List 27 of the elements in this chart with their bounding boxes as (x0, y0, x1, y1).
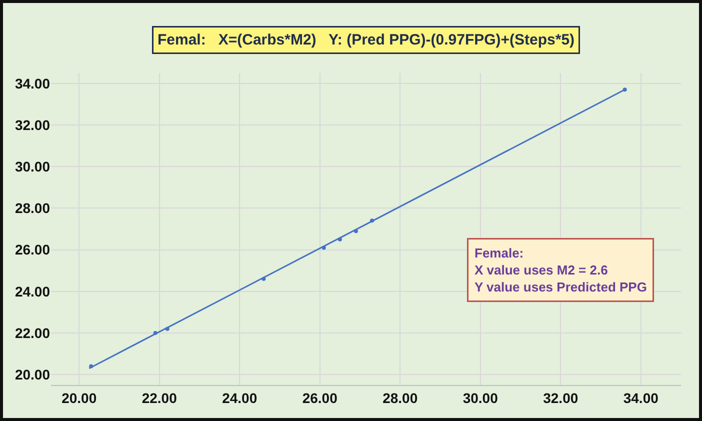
x-tick-label: 30.00 (462, 390, 498, 406)
annotation: Female: X value uses M2 = 2.6 Y value uses Predicted PPG (474, 246, 647, 294)
y-tick-label: 32.00 (14, 116, 50, 133)
x-tick-label: 20.00 (62, 390, 97, 406)
x-tick-label: 28.00 (382, 390, 418, 406)
x-tick-label: 24.00 (222, 390, 258, 406)
point (338, 237, 342, 242)
x-tick-label: 34.00 (623, 390, 659, 406)
y-tick-label: 22.00 (14, 324, 50, 341)
point (153, 331, 158, 335)
x-tick-label: 22.00 (142, 390, 178, 406)
point (322, 246, 326, 250)
y-tick-label: 34.00 (14, 75, 50, 92)
point (89, 364, 94, 368)
x-tick-label: 26.00 (302, 390, 338, 406)
y-tick-label: 24.00 (14, 283, 50, 300)
point (370, 218, 374, 223)
point (262, 276, 266, 281)
chart-title: Femal: X=(Carbs*M2) Y: (Pred PPG)-(0.97FPG)+(Steps*5) (158, 32, 575, 48)
y-tick-label: 28.00 (14, 200, 50, 216)
y-tick-label: 30.00 (14, 158, 50, 174)
y-tick-label: 20.00 (14, 366, 50, 382)
point (622, 88, 627, 92)
x-tick-label: 32.00 (543, 390, 578, 406)
point (165, 326, 170, 331)
y-tick-label: 26.00 (14, 242, 50, 258)
point (354, 229, 358, 234)
